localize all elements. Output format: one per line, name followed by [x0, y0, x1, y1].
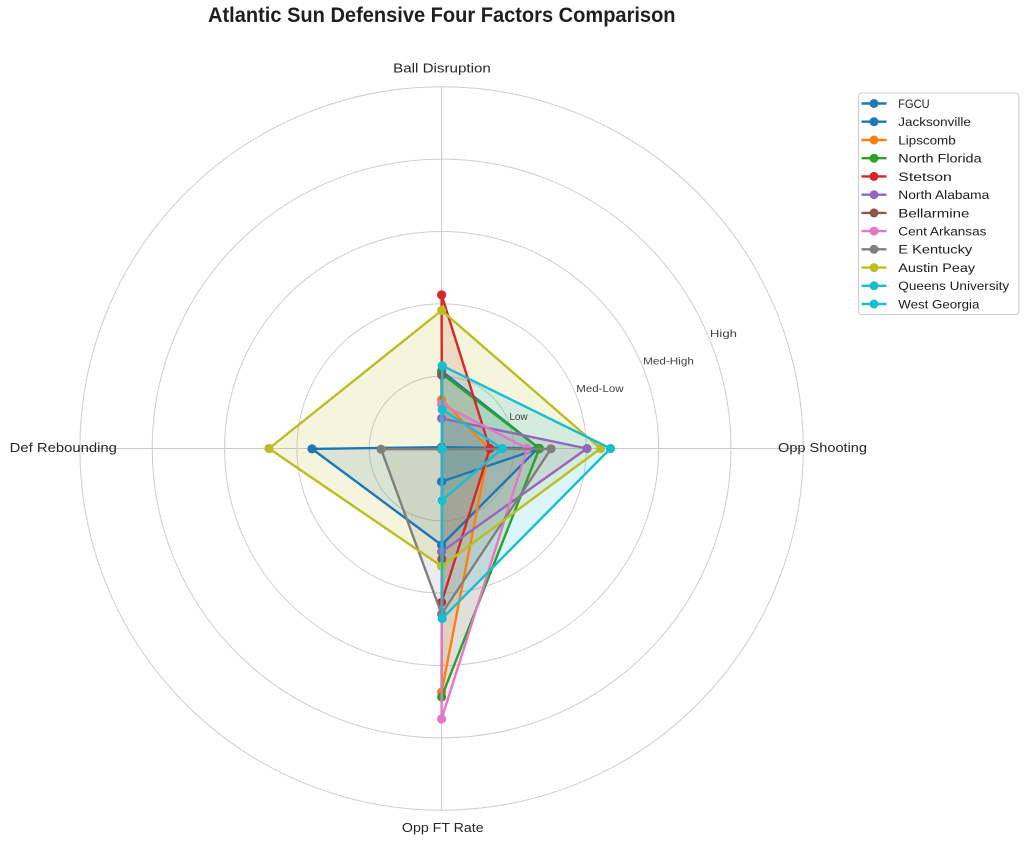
svg-text:Med-Low: Med-Low: [576, 384, 624, 395]
svg-text:Low: Low: [509, 412, 528, 423]
svg-text:Bellarmine: Bellarmine: [898, 206, 969, 220]
svg-text:Lipscomb: Lipscomb: [898, 133, 956, 147]
svg-text:North Florida: North Florida: [898, 152, 981, 166]
svg-text:Opp Shooting: Opp Shooting: [778, 440, 867, 455]
svg-text:Queens University: Queens University: [898, 279, 1010, 293]
svg-text:West Georgia: West Georgia: [898, 297, 979, 311]
svg-text:Med-High: Med-High: [643, 357, 694, 368]
svg-text:FGCU: FGCU: [898, 97, 929, 111]
svg-text:Jacksonville: Jacksonville: [898, 115, 971, 129]
svg-text:Stetson: Stetson: [898, 170, 952, 184]
svg-text:Atlantic Sun Defensive Four Fa: Atlantic Sun Defensive Four Factors Comp…: [208, 4, 676, 27]
svg-text:North Alabama: North Alabama: [898, 188, 989, 202]
svg-text:Opp FT Rate: Opp FT Rate: [402, 820, 484, 835]
svg-text:E Kentucky: E Kentucky: [898, 243, 973, 257]
svg-text:Ball Disruption: Ball Disruption: [393, 60, 491, 75]
svg-text:Cent Arkansas: Cent Arkansas: [898, 225, 986, 239]
svg-text:High: High: [710, 329, 737, 340]
svg-text:Def Rebounding: Def Rebounding: [10, 440, 117, 455]
svg-text:Austin Peay: Austin Peay: [898, 261, 976, 275]
